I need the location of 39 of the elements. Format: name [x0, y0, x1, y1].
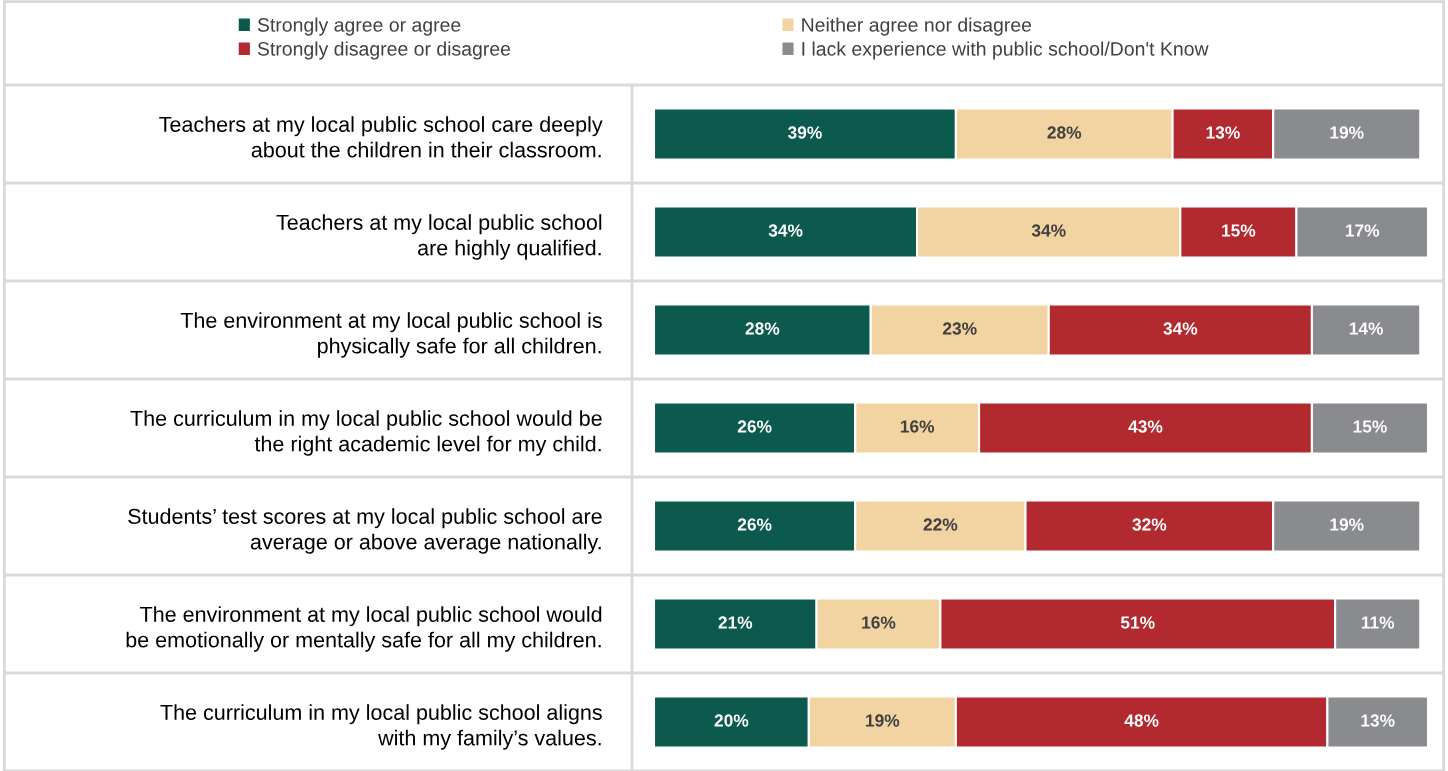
data-label: 51% [1120, 616, 1155, 629]
data-label: 16% [900, 420, 935, 433]
y-tick-label: The environment at my local public school is physically safe for all children. [180, 312, 602, 358]
data-label: 17% [1345, 224, 1380, 237]
data-label: 43% [1128, 420, 1163, 433]
data-label: 22% [923, 518, 958, 531]
data-label: 32% [1132, 518, 1167, 531]
data-label: 26% [737, 518, 772, 531]
y-tick-label: Students’ test scores at my local public school are average or above average nationally. [128, 508, 602, 554]
data-label: 11% [1361, 616, 1395, 629]
data-label: 34% [1031, 224, 1066, 237]
y-tick-label: Teachers at my local public school care deeply about the children in their classroom. [159, 116, 603, 158]
legend-label: I lack experience with public school/Don't Know [802, 41, 1209, 60]
y-tick-label: The environment at my local public school would be emotionally or mentally safe for all my children. [126, 606, 602, 652]
data-label: 26% [737, 420, 772, 433]
y-tick-label: The curriculum in my local public school would be the right academic level for my child. [130, 410, 602, 456]
y-tick-label: The curriculum in my local public school aligns with my family’s values. [160, 704, 602, 750]
data-label: 34% [768, 224, 803, 237]
data-label: 19% [1330, 126, 1364, 139]
legend-label: Strongly agree or agree [257, 17, 461, 36]
data-label: 21% [718, 616, 753, 629]
legend-label: Strongly disagree or disagree [257, 41, 511, 60]
data-label: 15% [1222, 224, 1256, 237]
data-label: 13% [1361, 714, 1395, 727]
data-label: 28% [1047, 126, 1082, 139]
data-label: 13% [1206, 126, 1240, 139]
data-label: 16% [862, 616, 896, 629]
data-label: 20% [714, 714, 749, 727]
data-label: 19% [1330, 518, 1364, 531]
y-tick-label: Teachers at my local public school are highly qualified. [276, 214, 602, 260]
data-label: 23% [942, 322, 977, 335]
data-label: 28% [745, 322, 780, 335]
data-label: 15% [1353, 420, 1387, 433]
data-label: 39% [787, 126, 822, 139]
data-label: 34% [1163, 322, 1198, 335]
data-label: 48% [1124, 714, 1159, 727]
data-label: 19% [866, 714, 900, 727]
data-label: 14% [1349, 322, 1383, 335]
legend-label: Neither agree nor disagree [802, 17, 1032, 36]
